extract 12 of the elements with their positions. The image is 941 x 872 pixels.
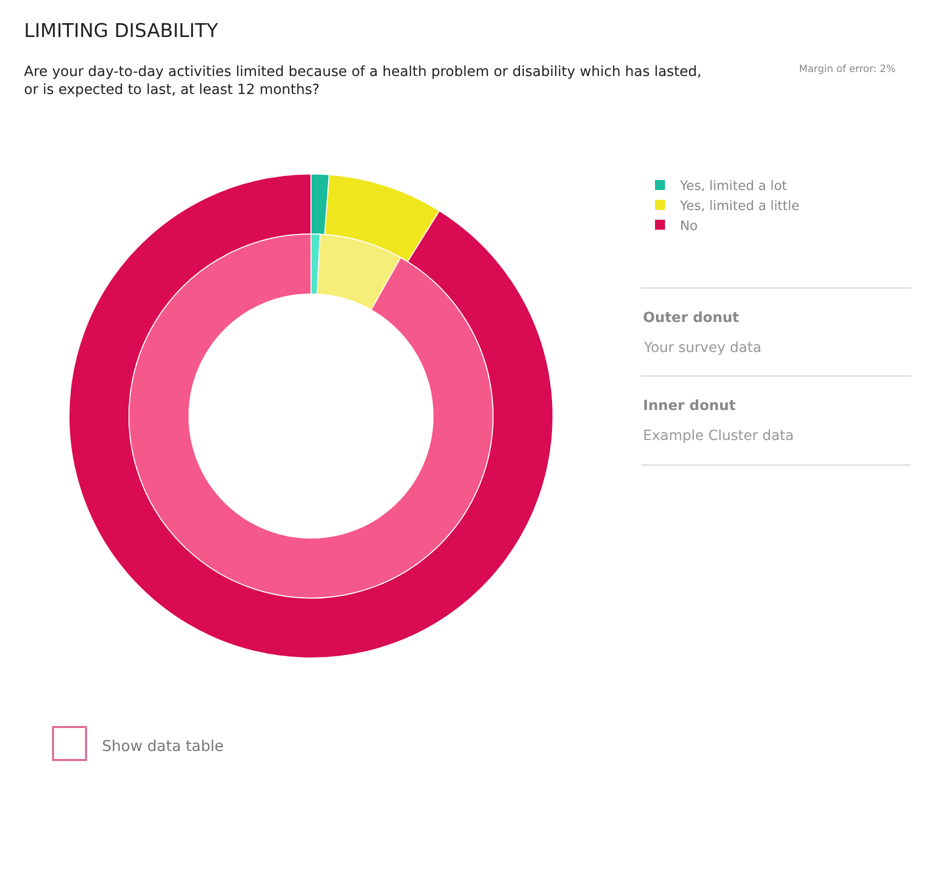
- chart-subtitle: Are your day-to-day activities limited because of a health problem or disability which has lasted, or is expected to last, at least 12 months?: [24, 64, 702, 98]
- legend-label: No: [680, 218, 698, 234]
- text: Your survey data: [643, 340, 762, 356]
- legend-label: Yes, limited a lot: [679, 179, 787, 194]
- text: Show data table: [102, 737, 224, 755]
- donut-slice: [68, 174, 554, 658]
- text: Example Cluster data: [643, 428, 794, 444]
- legend-label: Yes, limited a little: [679, 198, 800, 214]
- text: Outer donut: [643, 310, 740, 326]
- text: Inner donut: [643, 398, 736, 414]
- text: Margin of error: 2%: [799, 64, 896, 75]
- chart-title: LIMITING DISABILITY: [24, 20, 218, 42]
